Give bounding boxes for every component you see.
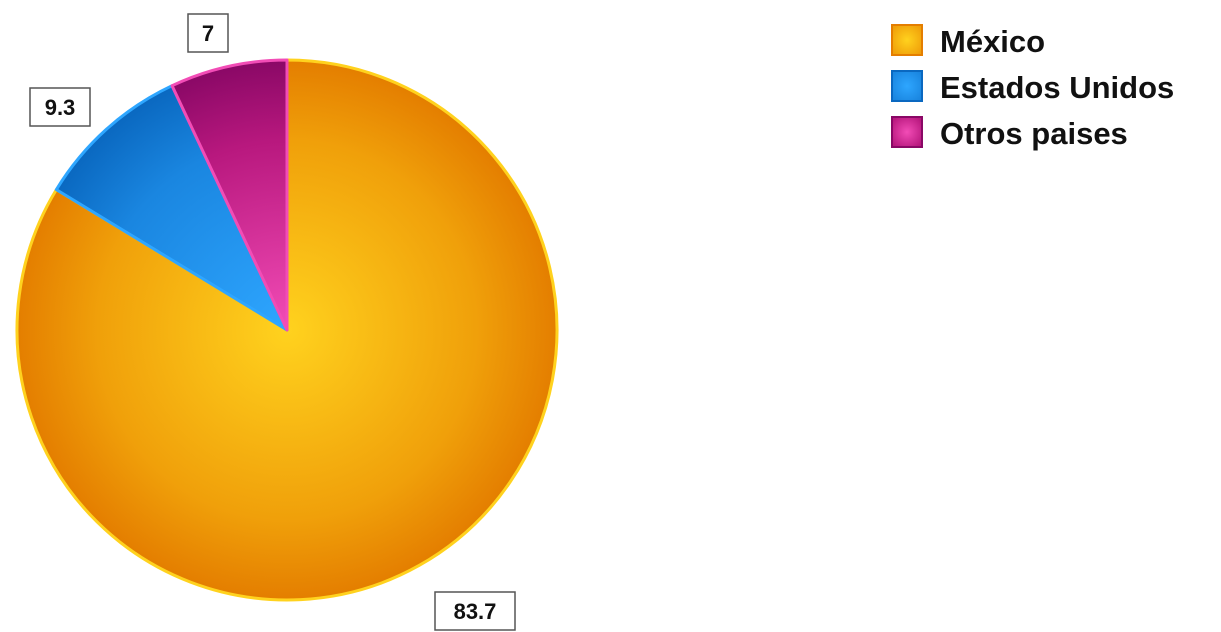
legend-swatch bbox=[891, 116, 923, 148]
data-label-box bbox=[29, 87, 91, 127]
legend-item-otros-paises: Otros paises bbox=[891, 116, 1128, 151]
legend: México Estados Unidos Otros paises bbox=[891, 24, 1174, 151]
pie-slices bbox=[15, 58, 559, 602]
legend-label: México bbox=[940, 24, 1045, 59]
legend-label: Otros paises bbox=[940, 116, 1128, 151]
data-label-estados-unidos: 9.3 bbox=[29, 87, 91, 127]
legend-item-mexico: México bbox=[891, 24, 1045, 59]
data-label-mexico: 83.7 bbox=[434, 591, 516, 631]
legend-label: Estados Unidos bbox=[940, 70, 1174, 105]
data-label-otros-paises: 7 bbox=[187, 13, 229, 53]
legend-swatch bbox=[891, 24, 923, 56]
data-label-value: 83.7 bbox=[454, 599, 497, 624]
legend-swatch bbox=[891, 70, 923, 102]
data-labels: 83.7 9.3 7 bbox=[29, 13, 516, 631]
data-label-value: 7 bbox=[202, 21, 214, 46]
legend-item-estados-unidos: Estados Unidos bbox=[891, 70, 1174, 105]
data-label-value: 9.3 bbox=[45, 95, 76, 120]
pie-slice-otros-paises bbox=[170, 58, 289, 332]
pie-slice-estados-unidos bbox=[54, 84, 289, 332]
data-label-box bbox=[187, 13, 229, 53]
data-label-box bbox=[434, 591, 516, 631]
